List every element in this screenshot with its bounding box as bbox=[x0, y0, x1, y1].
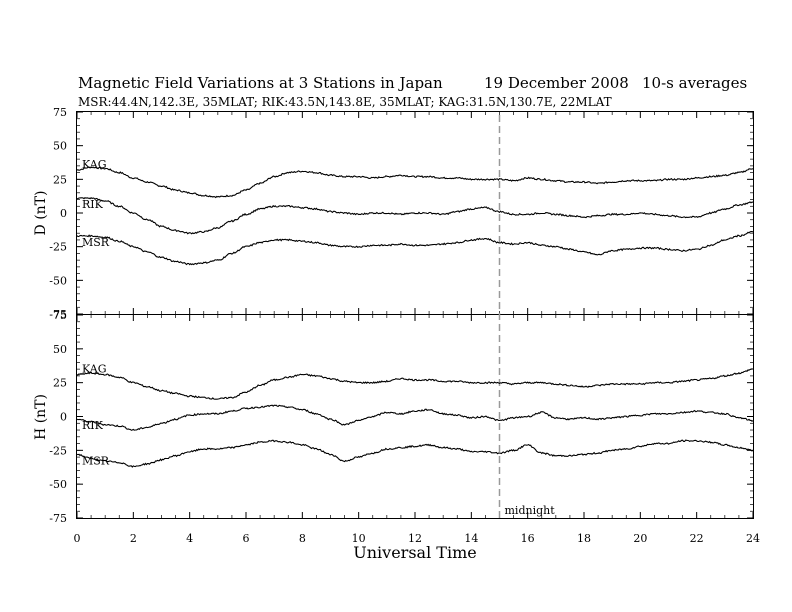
h-panel-frame bbox=[76, 314, 754, 519]
y-tick-label: 50 bbox=[53, 140, 67, 153]
series-label-msr: MSR bbox=[82, 454, 110, 467]
x-tick-label: 14 bbox=[464, 532, 478, 545]
series-line-msr bbox=[76, 231, 754, 266]
y-tick-label: 50 bbox=[53, 343, 67, 356]
x-tick-label: 2 bbox=[130, 532, 137, 545]
h-y-axis: -75 -50 -25 0 25 50 75 bbox=[49, 309, 753, 525]
y-tick-label: -75 bbox=[49, 308, 67, 321]
y-tick-label: -25 bbox=[49, 444, 67, 457]
chart-averaging: 10-s averages bbox=[642, 74, 747, 92]
x-tick-label: 24 bbox=[746, 532, 760, 545]
x-tick-label: 4 bbox=[186, 532, 193, 545]
chart-title: Magnetic Field Variations at 3 Stations … bbox=[78, 74, 443, 92]
x-tick-label: 10 bbox=[352, 532, 366, 545]
x-tick-label: 16 bbox=[521, 532, 535, 545]
series-label-rik: RIK bbox=[82, 198, 104, 211]
series-line-msr bbox=[76, 439, 754, 468]
y-tick-label: 0 bbox=[60, 207, 67, 220]
x-axis: 0 2 4 6 8 10 12 14 16 18 20 22 24 bbox=[74, 112, 760, 545]
traces: KAG RIK MSR KAG RIK MSR bbox=[76, 158, 754, 468]
series-label-kag: KAG bbox=[82, 363, 107, 376]
h-component-panel bbox=[76, 314, 754, 519]
y-tick-label: 75 bbox=[53, 309, 67, 322]
d-y-axis: -75 -50 -25 0 25 50 75 bbox=[49, 106, 753, 321]
header: Magnetic Field Variations at 3 Stations … bbox=[78, 74, 747, 109]
y-tick-label: -50 bbox=[49, 478, 67, 491]
x-tick-label: 22 bbox=[690, 532, 704, 545]
x-tick-label: 0 bbox=[74, 532, 81, 545]
series-label-rik: RIK bbox=[82, 419, 104, 432]
y-tick-label: 25 bbox=[53, 377, 67, 390]
x-tick-label: 12 bbox=[408, 532, 422, 545]
y-tick-label: 25 bbox=[53, 173, 67, 186]
midnight-marker: midnight bbox=[498, 115, 556, 518]
x-axis-label: Universal Time bbox=[353, 543, 476, 562]
y-tick-label: -25 bbox=[49, 241, 67, 254]
y-tick-label: -50 bbox=[49, 274, 67, 287]
series-label-kag: KAG bbox=[82, 158, 107, 171]
chart-date: 19 December 2008 bbox=[484, 74, 629, 92]
x-tick-label: 6 bbox=[243, 532, 250, 545]
series-line-rik bbox=[76, 404, 754, 431]
station-coordinates: MSR:44.4N,142.3E, 35MLAT; RIK:43.5N,143.… bbox=[78, 95, 612, 109]
h-y-axis-label: H (nT) bbox=[33, 394, 49, 440]
x-tick-label: 20 bbox=[633, 532, 647, 545]
x-tick-label: 18 bbox=[577, 532, 591, 545]
midnight-label: midnight bbox=[505, 504, 556, 517]
x-tick-label: 8 bbox=[299, 532, 306, 545]
y-tick-label: 0 bbox=[60, 411, 67, 424]
d-y-axis-label: D (nT) bbox=[33, 191, 49, 236]
y-tick-label: -75 bbox=[49, 512, 67, 525]
series-line-kag bbox=[77, 368, 754, 400]
series-label-msr: MSR bbox=[82, 236, 110, 249]
y-tick-label: 75 bbox=[53, 106, 67, 119]
series-line-kag bbox=[76, 166, 754, 199]
series-line-rik bbox=[76, 196, 754, 235]
